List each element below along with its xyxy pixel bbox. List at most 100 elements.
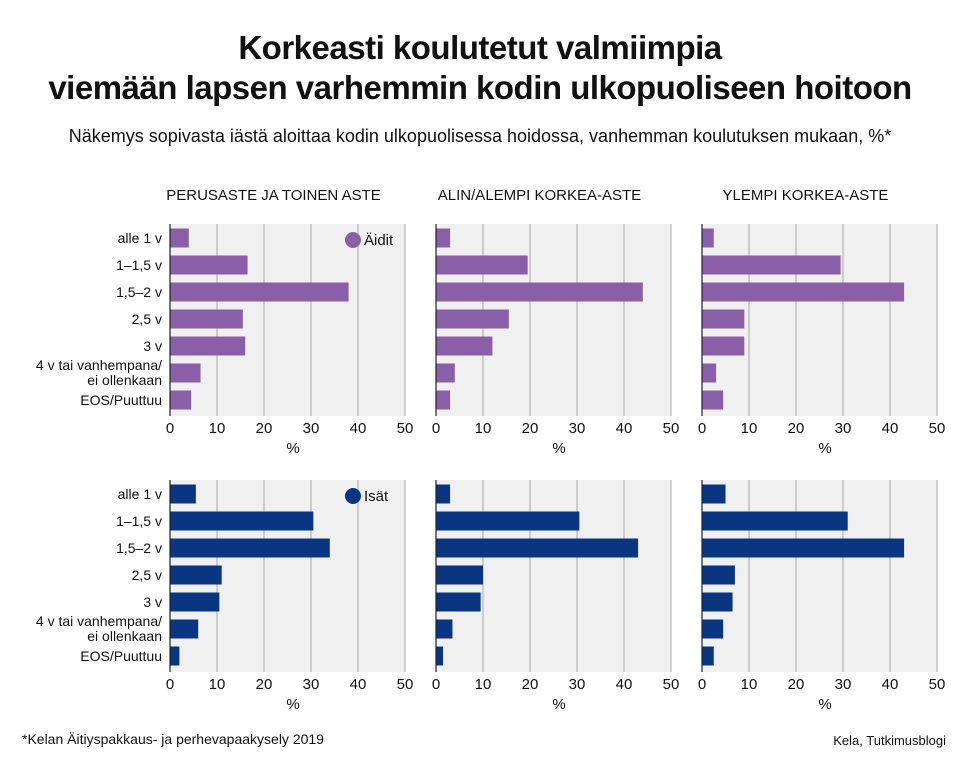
tick-label: 40: [882, 676, 899, 693]
bar: [170, 309, 243, 329]
bar: [170, 646, 180, 666]
category-label: 4 v tai vanhempana/: [36, 613, 162, 629]
axis-label: %: [552, 440, 565, 457]
panel-header: PERUSASTE JA TOINEN ASTE: [166, 187, 381, 204]
bar: [702, 228, 714, 248]
title-line-1: Korkeasti koulutetut valmiimpia: [238, 29, 722, 66]
axis-label: %: [286, 696, 299, 713]
bar: [436, 309, 509, 329]
bar: [702, 336, 745, 356]
bar: [170, 255, 248, 275]
tick-label: 50: [929, 420, 946, 437]
tick-label: 40: [350, 676, 367, 693]
axis-label: %: [552, 696, 565, 713]
category-label: ei ollenkaan: [87, 628, 162, 644]
tick-label: 30: [303, 420, 320, 437]
tick-label: 10: [741, 420, 758, 437]
legend-label: Äidit: [364, 232, 394, 249]
bar: [170, 619, 199, 639]
bar: [702, 309, 745, 329]
category-label: 4 v tai vanhempana/: [36, 357, 162, 373]
tick-label: 40: [882, 420, 899, 437]
bar: [702, 646, 714, 666]
bar: [436, 336, 493, 356]
tick-label: 20: [522, 676, 539, 693]
source-credit: Kela, Tutkimusblogi: [833, 733, 946, 748]
bar: [436, 228, 451, 248]
tick-label: 50: [397, 420, 414, 437]
bar: [170, 592, 220, 612]
tick-label: 20: [522, 420, 539, 437]
tick-label: 0: [166, 420, 174, 437]
bar: [702, 363, 717, 383]
tick-label: 20: [788, 420, 805, 437]
bar: [436, 592, 481, 612]
category-label: ei ollenkaan: [87, 372, 162, 388]
bar: [170, 390, 192, 410]
category-label: EOS/Puuttuu: [80, 392, 162, 408]
tick-label: 30: [835, 420, 852, 437]
bar: [436, 363, 455, 383]
category-label: alle 1 v: [118, 230, 162, 246]
panel-header: YLEMPI KORKEA-ASTE: [723, 187, 889, 204]
tick-label: 0: [166, 676, 174, 693]
title-line-2: viemään lapsen varhemmin kodin ulkopuoli…: [48, 69, 912, 106]
panel-header: ALIN/ALEMPI KORKEA-ASTE: [438, 187, 641, 204]
bar: [702, 592, 733, 612]
tick-label: 30: [569, 676, 586, 693]
bar: [702, 619, 724, 639]
axis-label: %: [818, 696, 831, 713]
tick-label: 50: [663, 676, 680, 693]
category-label: 1–1,5 v: [116, 513, 162, 529]
bar: [702, 282, 905, 302]
tick-label: 50: [929, 676, 946, 693]
tick-label: 40: [350, 420, 367, 437]
bar: [702, 511, 848, 531]
bar: [702, 390, 724, 410]
bar: [170, 363, 201, 383]
tick-label: 30: [835, 676, 852, 693]
bar: [436, 255, 528, 275]
bar: [170, 565, 222, 585]
category-label: 3 v: [143, 594, 162, 610]
tick-label: 10: [475, 420, 492, 437]
bar: [702, 484, 726, 504]
tick-label: 40: [616, 420, 633, 437]
tick-label: 0: [698, 420, 706, 437]
legend-marker: [345, 232, 361, 248]
category-label: 1,5–2 v: [116, 540, 162, 556]
tick-label: 10: [741, 676, 758, 693]
tick-label: 50: [397, 676, 414, 693]
bar: [436, 484, 451, 504]
tick-label: 10: [209, 676, 226, 693]
bar: [436, 565, 483, 585]
legend-label: Isät: [364, 488, 389, 505]
category-label: EOS/Puuttuu: [80, 648, 162, 664]
category-label: 2,5 v: [132, 567, 162, 583]
bar: [436, 511, 580, 531]
bar: [702, 538, 905, 558]
axis-label: %: [818, 440, 831, 457]
axis-label: %: [286, 440, 299, 457]
bar: [170, 484, 196, 504]
tick-label: 0: [698, 676, 706, 693]
tick-label: 0: [432, 676, 440, 693]
category-label: 1–1,5 v: [116, 257, 162, 273]
tick-label: 10: [209, 420, 226, 437]
bar: [436, 619, 453, 639]
category-label: 1,5–2 v: [116, 284, 162, 300]
category-label: 2,5 v: [132, 311, 162, 327]
bar: [170, 282, 349, 302]
bar: [170, 538, 330, 558]
bar: [170, 336, 246, 356]
category-label: 3 v: [143, 338, 162, 354]
tick-label: 10: [475, 676, 492, 693]
tick-label: 20: [256, 420, 273, 437]
bar: [436, 282, 643, 302]
bar: [170, 511, 314, 531]
tick-label: 20: [256, 676, 273, 693]
tick-label: 40: [616, 676, 633, 693]
bar: [436, 646, 444, 666]
bar: [436, 390, 451, 410]
tick-label: 20: [788, 676, 805, 693]
